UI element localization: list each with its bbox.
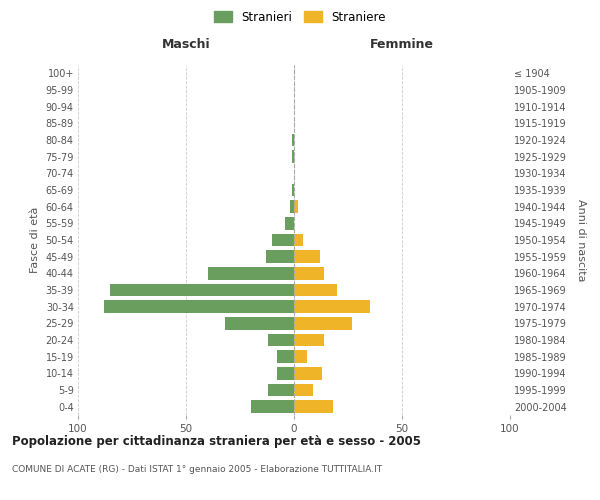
Text: Femmine: Femmine (370, 38, 434, 51)
Bar (272, 234, 294, 246)
Bar (225, 317, 294, 330)
Bar (208, 267, 294, 280)
Bar (104, 300, 294, 313)
Bar (277, 350, 294, 363)
Bar (292, 134, 294, 146)
Bar (294, 367, 322, 380)
Bar (294, 317, 352, 330)
Bar (286, 217, 294, 230)
Bar (277, 367, 294, 380)
Bar (294, 334, 324, 346)
Bar (294, 384, 313, 396)
Text: COMUNE DI ACATE (RG) - Dati ISTAT 1° gennaio 2005 - Elaborazione TUTTITALIA.IT: COMUNE DI ACATE (RG) - Dati ISTAT 1° gen… (12, 465, 382, 474)
Text: Maschi: Maschi (161, 38, 211, 51)
Bar (292, 184, 294, 196)
Bar (251, 400, 294, 413)
Bar (294, 350, 307, 363)
Bar (294, 200, 298, 213)
Bar (294, 284, 337, 296)
Bar (266, 250, 294, 263)
Bar (290, 200, 294, 213)
Y-axis label: Anni di nascita: Anni di nascita (577, 198, 586, 281)
Y-axis label: Fasce di età: Fasce di età (30, 207, 40, 273)
Bar (268, 334, 294, 346)
Bar (268, 384, 294, 396)
Legend: Stranieri, Straniere: Stranieri, Straniere (209, 6, 391, 28)
Bar (110, 284, 294, 296)
Bar (294, 267, 324, 280)
Bar (294, 400, 333, 413)
Bar (292, 150, 294, 163)
Bar (294, 250, 320, 263)
Text: Popolazione per cittadinanza straniera per età e sesso - 2005: Popolazione per cittadinanza straniera p… (12, 435, 421, 448)
Bar (294, 234, 302, 246)
Bar (294, 300, 370, 313)
